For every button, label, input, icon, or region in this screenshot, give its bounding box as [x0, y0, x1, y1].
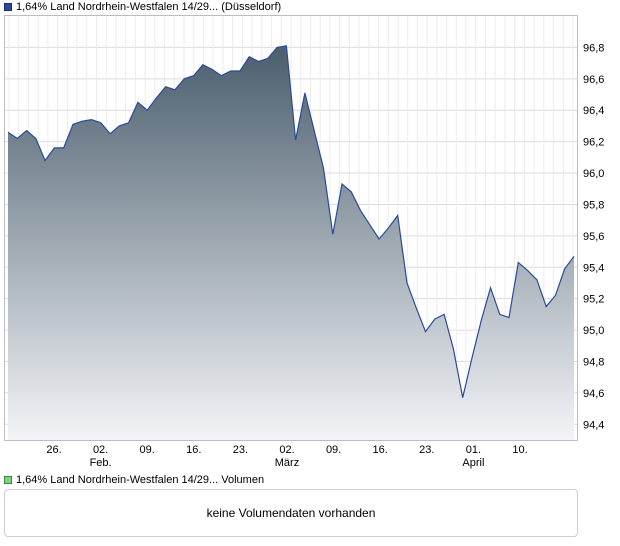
price-area-fill — [8, 45, 574, 441]
y-tick-label: 94,8 — [583, 356, 604, 368]
price-chart: 94,4 94,6 94,8 95,0 95,2 95,4 95,6 95,8 96,0 96,2… — [4, 15, 604, 469]
y-tick-label: 95,2 — [583, 294, 604, 306]
y-tick-label: 96,8 — [583, 42, 604, 54]
x-tick-month-label: April — [462, 457, 484, 469]
price-legend: 1,64% Land Nordrhein-Westfalen 14/29... … — [4, 0, 281, 14]
y-tick-label: 94,6 — [583, 388, 604, 400]
volume-legend-label: 1,64% Land Nordrhein-Westfalen 14/29... … — [16, 474, 265, 486]
x-tick-label: 16. — [186, 444, 201, 456]
volume-legend: 1,64% Land Nordrhein-Westfalen 14/29... … — [4, 473, 264, 487]
x-tick-label: 02. — [93, 444, 108, 456]
y-axis-tick-labels: 94,4 94,6 94,8 95,0 95,2 95,4 95,6 95,8 96,0 96,2… — [583, 42, 604, 431]
x-tick-label: 16. — [373, 444, 388, 456]
x-tick-label: 23. — [419, 444, 434, 456]
x-tick-month-label: März — [275, 457, 299, 469]
no-volume-message: keine Volumendaten vorhanden — [206, 506, 376, 520]
price-line — [7, 45, 575, 398]
x-tick-month-label: Feb. — [90, 457, 112, 469]
volume-legend-swatch — [4, 476, 12, 484]
y-tick-label: 95,8 — [583, 199, 604, 211]
y-tick-label: 96,2 — [583, 137, 604, 149]
x-tick-label: 26. — [46, 444, 61, 456]
volume-panel: keine Volumendaten vorhanden — [4, 489, 578, 537]
x-tick-label: 10. — [512, 444, 527, 456]
y-tick-label: 96,4 — [583, 105, 604, 117]
price-legend-label: 1,64% Land Nordrhein-Westfalen 14/29... … — [16, 1, 282, 13]
price-legend-swatch — [4, 3, 12, 11]
y-tick-label: 95,0 — [583, 325, 604, 337]
y-tick-label: 96,6 — [583, 74, 604, 86]
y-tick-label: 94,4 — [583, 419, 604, 431]
y-tick-label: 96,0 — [583, 168, 604, 180]
x-tick-label: 09. — [326, 444, 341, 456]
x-tick-label: 02. — [279, 444, 294, 456]
y-tick-label: 95,6 — [583, 231, 604, 243]
x-tick-label: 09. — [140, 444, 155, 456]
x-tick-label: 23. — [233, 444, 248, 456]
x-tick-label: 01. — [466, 444, 481, 456]
y-tick-label: 95,4 — [583, 262, 604, 274]
